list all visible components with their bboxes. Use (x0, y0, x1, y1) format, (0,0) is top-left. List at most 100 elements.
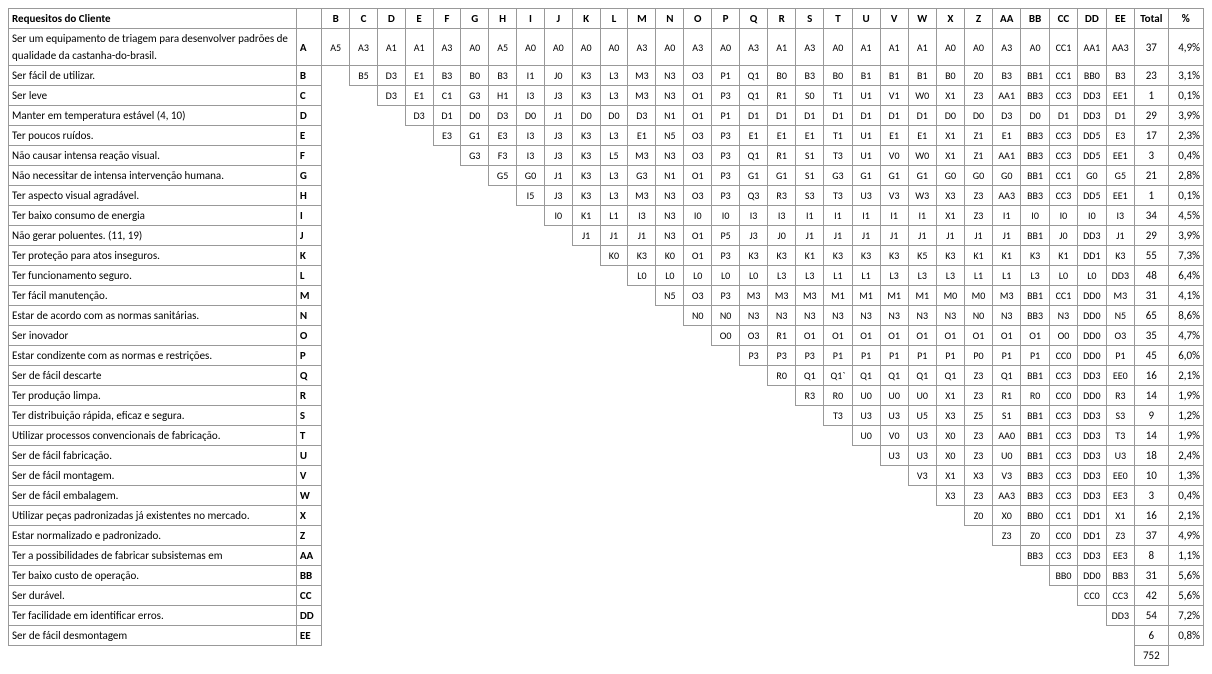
cell: L3 (936, 266, 964, 286)
cell (489, 326, 517, 346)
cell: Z1 (964, 126, 992, 146)
cell (600, 406, 628, 426)
cell: M3 (768, 286, 796, 306)
cell: G1 (880, 166, 908, 186)
row-total: 1 (1135, 186, 1168, 206)
cell: J1 (1106, 226, 1134, 246)
cell: U0 (993, 446, 1021, 466)
cell: AA1 (1078, 29, 1106, 66)
cell: O1 (1021, 326, 1049, 346)
cell (880, 526, 908, 546)
table-row: Ser um equipamento de triagem para desen… (9, 29, 1204, 66)
cell (322, 626, 350, 646)
row-code: BB (296, 566, 321, 586)
cell (377, 226, 405, 246)
col-header-DD: DD (1078, 9, 1106, 29)
cell: BB1 (1021, 226, 1049, 246)
cell (824, 506, 852, 526)
row-code: K (296, 246, 321, 266)
cell (322, 286, 350, 306)
cell: B1 (908, 66, 936, 86)
cell (796, 606, 824, 626)
cell: BB3 (1021, 306, 1049, 326)
cell (461, 326, 489, 346)
cell (517, 446, 545, 466)
cell (740, 626, 768, 646)
cell: O1 (880, 326, 908, 346)
cell: K1 (993, 246, 1021, 266)
row-total: 55 (1135, 246, 1168, 266)
cell: A1 (880, 29, 908, 66)
cell: N3 (656, 226, 684, 246)
cell (768, 466, 796, 486)
cell (852, 486, 880, 506)
cell (628, 446, 656, 466)
cell: I0 (1049, 206, 1077, 226)
cell (405, 626, 433, 646)
requirement-text: Ser de fácil fabricação. (9, 446, 297, 466)
cell: J1 (852, 226, 880, 246)
cell: CC1 (1049, 286, 1077, 306)
cell (461, 286, 489, 306)
cell: Z3 (964, 206, 992, 226)
requirement-text: Ser um equipamento de triagem para desen… (9, 29, 297, 66)
cell (405, 466, 433, 486)
cell: P3 (712, 186, 740, 206)
cell: M0 (964, 286, 992, 306)
cell (796, 586, 824, 606)
cell (377, 186, 405, 206)
cell: M3 (628, 66, 656, 86)
cell: CC3 (1049, 546, 1077, 566)
cell: CC1 (1049, 29, 1077, 66)
cell: X3 (936, 406, 964, 426)
cell (600, 546, 628, 566)
cell: M3 (740, 286, 768, 306)
cell: R3 (1106, 386, 1134, 406)
row-total: 16 (1135, 366, 1168, 386)
cell: U0 (908, 386, 936, 406)
cell: Q1 (852, 366, 880, 386)
cell (824, 526, 852, 546)
cell: AA0 (993, 426, 1021, 446)
row-total: 37 (1135, 29, 1168, 66)
cell (880, 606, 908, 626)
cell (796, 466, 824, 486)
cell: I1 (517, 66, 545, 86)
cell (322, 326, 350, 346)
row-total: 21 (1135, 166, 1168, 186)
cell (740, 366, 768, 386)
cell (405, 566, 433, 586)
cell (852, 566, 880, 586)
cell: DD0 (1078, 326, 1106, 346)
cell: W0 (908, 86, 936, 106)
cell: R1 (993, 386, 1021, 406)
cell (350, 106, 378, 126)
col-header-D: D (377, 9, 405, 29)
cell: A0 (600, 29, 628, 66)
cell: R0 (768, 366, 796, 386)
cell (489, 266, 517, 286)
cell (461, 346, 489, 366)
cell: L3 (768, 266, 796, 286)
row-percent: 7,2% (1168, 606, 1203, 626)
requirement-text: Estar condizente com as normas e restriç… (9, 346, 297, 366)
row-total: 45 (1135, 346, 1168, 366)
cell: DD0 (1078, 306, 1106, 326)
row-percent: 5,6% (1168, 566, 1203, 586)
row-percent: 0,4% (1168, 146, 1203, 166)
cell (489, 586, 517, 606)
cell (993, 566, 1021, 586)
col-header-N: N (656, 9, 684, 29)
col-header-C: C (350, 9, 378, 29)
cell (350, 246, 378, 266)
cell: L0 (1049, 266, 1077, 286)
row-code: B (296, 66, 321, 86)
cell (489, 206, 517, 226)
cell (600, 526, 628, 546)
cell (461, 546, 489, 566)
row-total: 42 (1135, 586, 1168, 606)
cell: BB1 (1021, 406, 1049, 426)
row-total: 48 (1135, 266, 1168, 286)
cell: DD3 (1106, 266, 1134, 286)
col-header-requirements: Requesitos do Cliente (9, 9, 297, 29)
